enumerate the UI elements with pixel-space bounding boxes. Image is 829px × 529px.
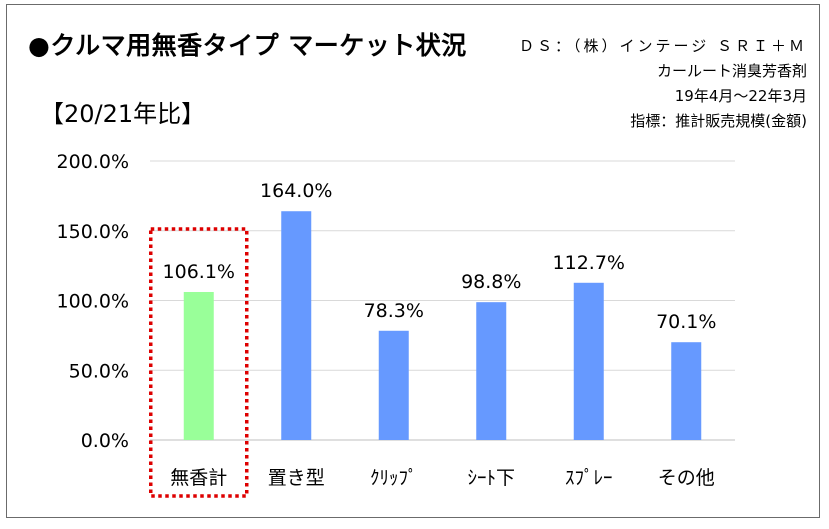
source-line-period: 19年4月～22年3月 (674, 87, 807, 105)
bar (378, 330, 409, 440)
category-label: ｸﾘｯﾌﾟ (370, 467, 418, 489)
bar (476, 302, 507, 440)
data-label: 164.0% (260, 180, 332, 202)
y-tick-label: 150.0% (57, 221, 129, 243)
category-label: 置き型 (268, 467, 325, 489)
bars (183, 211, 702, 440)
category-label: ｼｰﾄ下 (467, 467, 515, 489)
y-tick-label: 200.0% (57, 151, 129, 173)
y-tick-label: 0.0% (81, 430, 129, 452)
source-line-category: カールート消臭芳香剤 (656, 62, 807, 80)
data-labels: 106.1% 164.0% 78.3% 98.8% 112.7% 70.1% (163, 180, 717, 333)
category-label: 無香計 (170, 467, 227, 489)
y-axis-tick-labels: 0.0% 50.0% 100.0% 150.0% 200.0% (57, 151, 129, 452)
chart-title: ●クルマ用無香タイプ マーケット状況 (28, 31, 467, 60)
period-label: 【20/21年比】 (40, 100, 206, 128)
chart-frame (6, 4, 820, 518)
category-label: ｽﾌﾟﾚｰ (565, 467, 613, 489)
y-tick-label: 100.0% (57, 291, 129, 313)
category-label: その他 (658, 467, 715, 489)
data-label: 98.8% (461, 271, 521, 293)
source-line-dataset: ＤＳ：（株）インテージ ＳＲＩ＋Ｍ (519, 37, 807, 55)
bar (281, 211, 312, 440)
gridlines (150, 160, 735, 441)
source-note: ＤＳ：（株）インテージ ＳＲＩ＋Ｍ カールート消臭芳香剤 19年4月～22年3月… (519, 34, 807, 134)
y-tick-label: 50.0% (69, 360, 129, 382)
bar (671, 342, 702, 440)
source-line-metric: 指標：推計販売規模(金額) (630, 112, 807, 130)
bar (183, 291, 214, 440)
data-label: 78.3% (364, 300, 424, 322)
category-labels: 無香計 置き型 ｸﾘｯﾌﾟ ｼｰﾄ下 ｽﾌﾟﾚｰ その他 (170, 467, 715, 489)
data-label: 70.1% (656, 311, 716, 333)
data-label: 106.1% (163, 261, 235, 283)
data-label: 112.7% (553, 252, 625, 274)
bar (573, 282, 604, 440)
